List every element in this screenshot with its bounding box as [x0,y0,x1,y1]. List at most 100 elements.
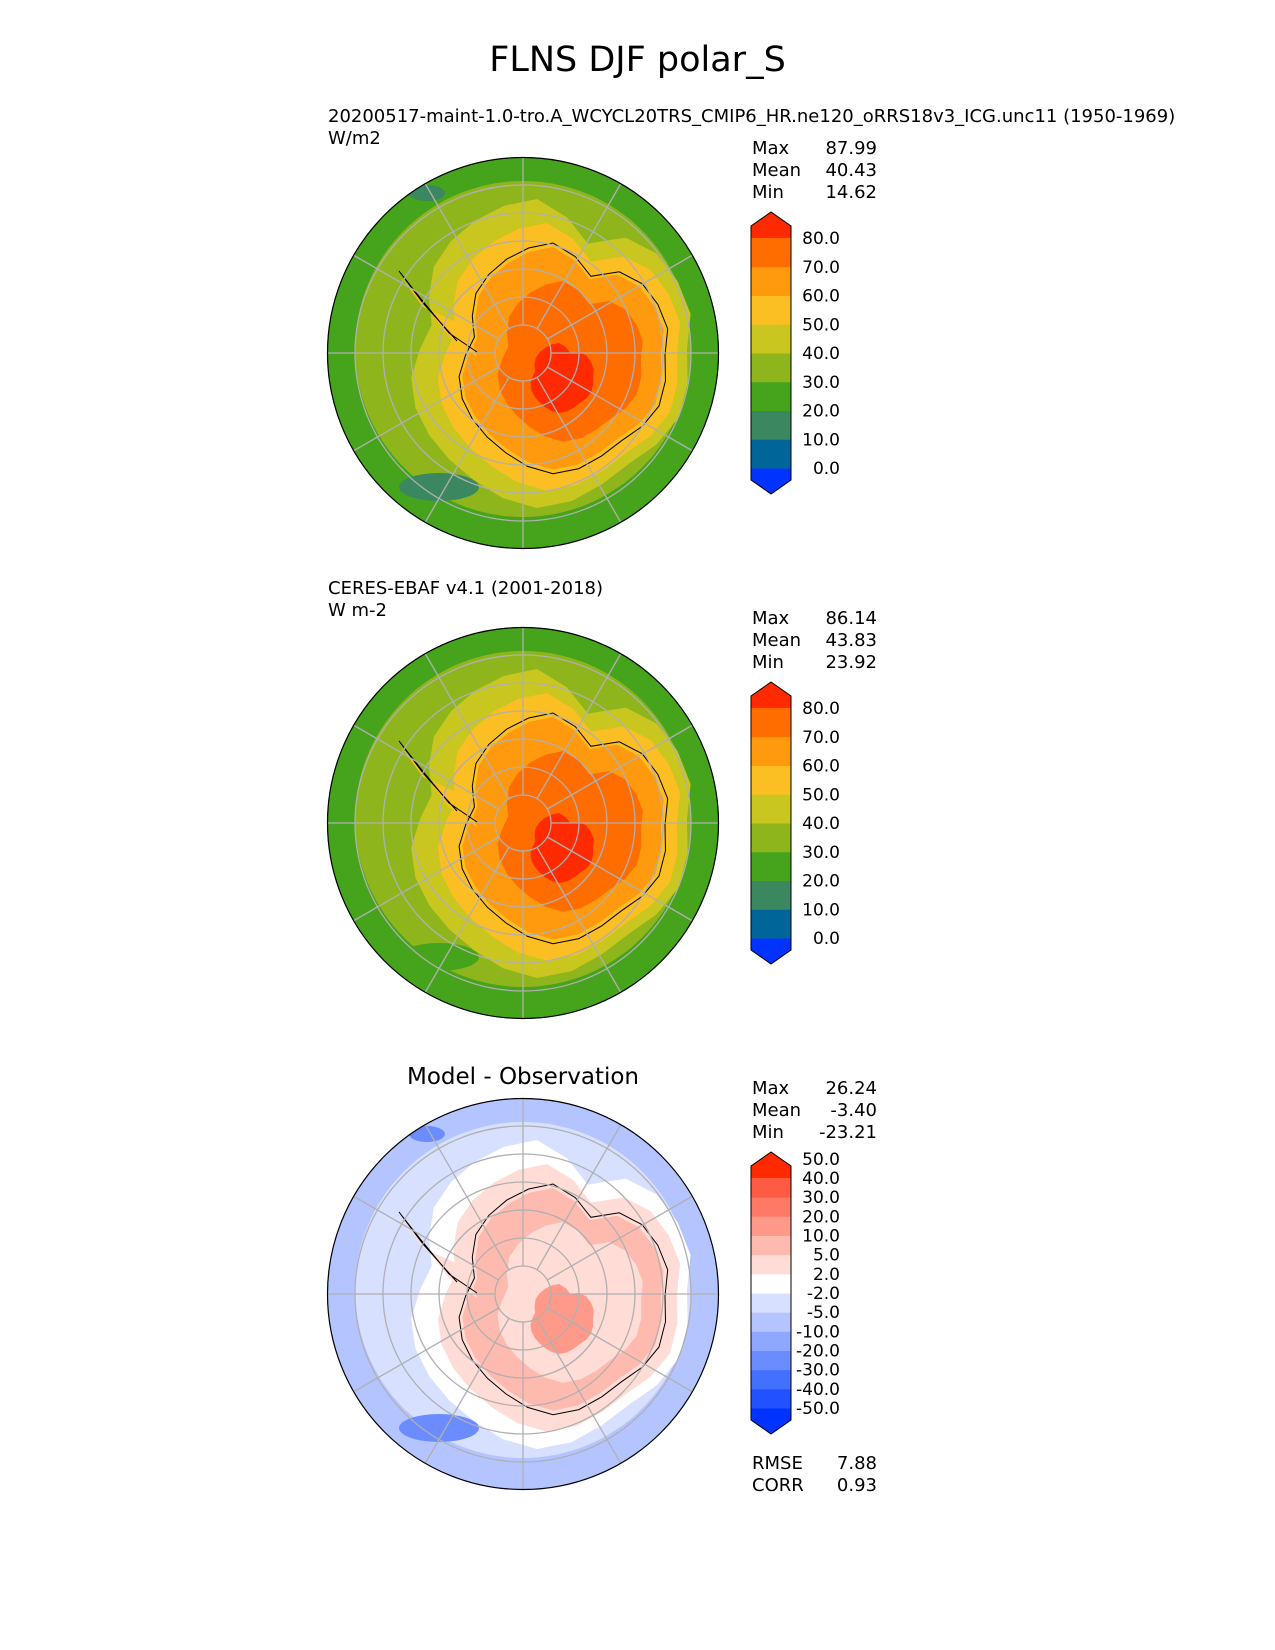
diff-stat-min: Min -23.21 [752,1122,877,1143]
obs-colorbar: 0.0 10.0 20.0 30.0 40.0 50.0 60.0 70.0 80.0 [750,681,840,965]
colorbar-tick-label: 0.0 [813,929,840,949]
colorbar-segment [751,1216,791,1236]
map-meridian [536,182,622,330]
colorbar-segment [751,1388,791,1409]
map-meridian [546,836,694,922]
map-meridian [424,1317,510,1465]
colorbar-tick-label: 30.0 [802,373,840,393]
colorbar-segment [751,439,791,469]
colorbar-tick-label: -50.0 [796,1399,840,1419]
colorbar-tick-label: -20.0 [796,1342,840,1362]
colorbar-extend-low [751,938,791,964]
map-meridian [546,254,694,340]
colorbar-tick-label: 20.0 [802,1207,840,1227]
map-boundary [326,626,720,1020]
colorbar-tick-label: 2.0 [813,1265,840,1285]
colorbar-segment [751,1197,791,1217]
colorbar-outline [750,211,792,495]
obs-units: W m-2 [328,600,388,621]
colorbar-tick-label: 40.0 [802,814,840,834]
map-coastline [458,242,669,475]
obs-stats: Max 86.14 Mean 43.83 Min 23.92 [752,608,877,674]
obs-stat-min: Min 23.92 [752,652,877,673]
map-peninsula-coastline [398,1211,478,1294]
map-peninsula-coastline [398,270,478,353]
diff-colorbar: -50.0-40.0-30.0-20.0-10.0-5.0-2.02.05.01… [750,1150,840,1435]
colorbar-tick-label: 80.0 [802,229,840,249]
colorbar-segment [751,324,791,354]
colorbar-segment [751,851,791,881]
colorbar-outline [750,681,792,965]
map-meridian [424,1123,510,1271]
colorbar-tick-label: 10.0 [802,1227,840,1247]
colorbar-segment [751,1235,791,1256]
diff-heading: Model - Observation [406,1064,640,1090]
map-meridian [352,1195,500,1281]
colorbar-extend-low [751,1408,791,1434]
model-stat-mean: Mean 40.43 [752,160,877,181]
obs-polar-map [326,626,720,1020]
map-peninsula-coastline [398,740,478,823]
map-boundary [326,1097,720,1491]
map-ocean-patch [409,185,445,201]
diff-stat-max: Max 26.24 [752,1078,877,1099]
colorbar-tick-label: -10.0 [796,1322,840,1342]
colorbar-segment [751,765,791,795]
colorbar-segment [751,1178,791,1198]
map-meridian [424,182,510,330]
model-polar-map [326,156,720,550]
map-meridian [536,652,622,800]
colorbar-tick-label: -5.0 [807,1303,840,1323]
diff-polar-map [326,1097,720,1491]
colorbar-tick-label: 80.0 [802,699,840,719]
colorbar-segment [751,353,791,383]
colorbar-tick-label: 50.0 [802,785,840,805]
colorbar-segment [751,1350,791,1371]
colorbar-segment [751,708,791,738]
map-meridian [352,724,500,810]
colorbar-tick-label: 10.0 [802,900,840,920]
figure-title: FLNS DJF polar_S [489,40,786,80]
diff-stat-mean: Mean -3.40 [752,1100,877,1121]
colorbar-segment [751,266,791,296]
map-meridian [424,376,510,524]
colorbar-outline [750,1151,792,1435]
colorbar-segment [751,1293,791,1313]
map-meridian [352,254,500,340]
colorbar-segment [751,1254,791,1275]
map-peninsula [401,1218,477,1298]
model-stats: Max 87.99 Mean 40.43 Min 14.62 [752,138,877,204]
colorbar-tick-label: -2.0 [807,1284,840,1304]
colorbar-segment [751,295,791,325]
colorbar-tick-label: 30.0 [802,843,840,863]
colorbar-segment [751,1273,791,1294]
colorbar-extend-high [751,212,791,238]
obs-stat-max: Max 86.14 [752,608,877,629]
map-meridian [352,366,500,452]
colorbar-tick-label: 60.0 [802,757,840,777]
map-ocean-patch [399,473,479,501]
map-meridian [352,1307,500,1393]
colorbar-tick-label: 50.0 [802,1150,840,1170]
model-heading: 20200517-maint-1.0-tro.A_WCYCL20TRS_CMIP… [328,106,1176,127]
map-ocean-patch [409,655,445,671]
colorbar-tick-label: 20.0 [802,872,840,892]
map-meridian [546,724,694,810]
obs-panel-heading: CERES-EBAF v4.1 (2001-2018) W m-2 [328,578,603,622]
map-coastline [458,1183,669,1416]
colorbar-tick-label: 70.0 [802,258,840,278]
map-peninsula [401,277,477,357]
model-stat-min: Min 14.62 [752,182,877,203]
colorbar-extend-low [751,468,791,494]
colorbar-segment [751,736,791,766]
map-meridian [546,1195,694,1281]
obs-stat-mean: Mean 43.83 [752,630,877,651]
model-units: W/m2 [328,128,381,149]
colorbar-tick-label: -40.0 [796,1380,840,1400]
map-meridian [536,1123,622,1271]
colorbar-tick-label: 70.0 [802,728,840,748]
colorbar-tick-label: 40.0 [802,1169,840,1189]
map-meridian [424,846,510,994]
map-ocean-patch [409,1126,445,1142]
diff-stats: Max 26.24 Mean -3.40 Min -23.21 [752,1078,877,1144]
